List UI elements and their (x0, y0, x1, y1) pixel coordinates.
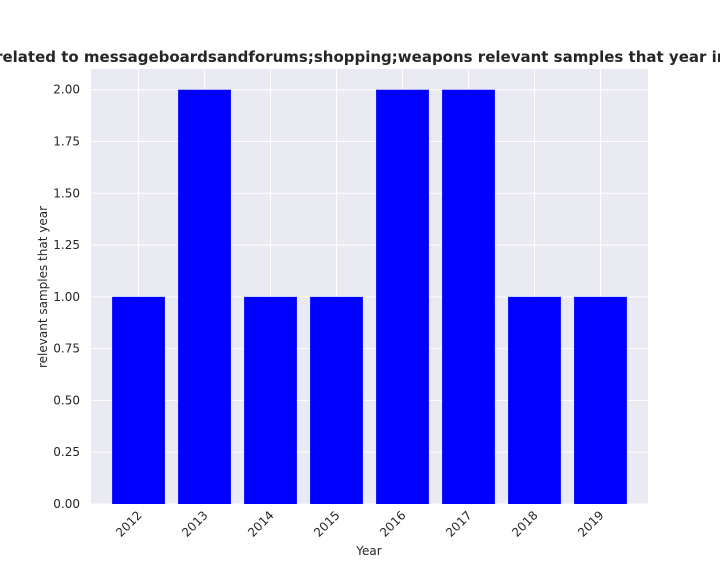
x-tick-label: 2013 (179, 508, 210, 539)
bars (112, 89, 627, 504)
y-tick-labels: 0.00 0.25 0.50 0.75 1.00 1.25 1.50 1.75 2.00 (53, 83, 80, 511)
y-tick-label: 1.25 (53, 238, 80, 252)
x-tick-label: 2012 (113, 508, 144, 539)
y-tick-label: 1.75 (53, 135, 80, 149)
x-tick-label: 2019 (575, 508, 606, 539)
x-tick-label: 2016 (377, 508, 408, 539)
y-tick-label: 0.50 (53, 393, 80, 407)
y-tick-label: 1.50 (53, 186, 80, 200)
bar-2013 (178, 89, 231, 504)
bar-2019 (574, 296, 627, 504)
bar-2017 (442, 89, 495, 504)
x-tick-label: 2018 (509, 508, 540, 539)
y-tick-label: 0.75 (53, 342, 80, 356)
bar-2018 (508, 296, 561, 504)
y-tick-label: 2.00 (53, 83, 80, 97)
x-tick-label: 2014 (245, 508, 276, 539)
y-tick-label: 0.00 (53, 497, 80, 511)
y-axis-label: relevant samples that year (36, 206, 50, 368)
y-tick-label: 1.00 (53, 290, 80, 304)
x-tick-labels: 2012 2013 2014 2015 2016 2017 2018 2019 (113, 508, 606, 539)
plot-background (91, 69, 648, 504)
bar-2012 (112, 296, 165, 504)
bar-2015 (310, 296, 363, 504)
x-tick-label: 2015 (311, 508, 342, 539)
chart-title: are related to messageboardsandforums;sh… (0, 48, 720, 66)
x-axis-label: Year (355, 544, 381, 558)
bar-2014 (244, 296, 297, 504)
y-tick-label: 0.25 (53, 445, 80, 459)
bar-2016 (376, 89, 429, 504)
x-tick-label: 2017 (443, 508, 474, 539)
